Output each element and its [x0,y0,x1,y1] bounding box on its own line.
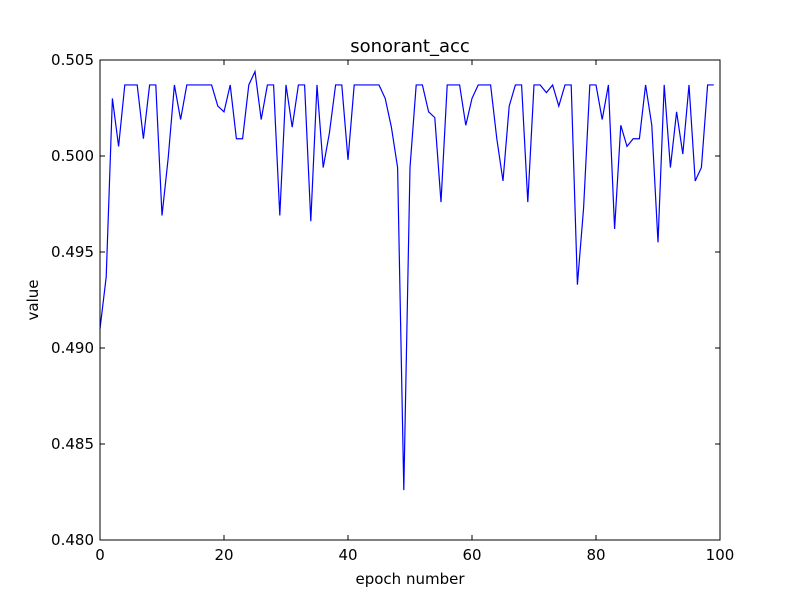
x-tick-label: 100 [706,546,735,564]
x-tick-label: 40 [338,546,357,564]
x-tick-label: 80 [586,546,605,564]
chart-title: sonorant_acc [350,36,470,57]
y-tick-label: 0.505 [51,51,94,69]
y-tick-label: 0.500 [51,147,94,165]
y-tick-label: 0.495 [51,243,94,261]
plot-frame [99,59,721,541]
series-line [99,69,714,491]
axis-ticks: 0 20 40 60 80 100 0.480 0.485 0.490 0.495 0.500 0.5… [51,51,734,564]
y-tick-label: 0.490 [51,339,94,357]
plot-area [99,69,714,491]
y-axis-label: value [24,280,42,321]
x-tick-label: 0 [95,546,105,564]
y-tick-label: 0.480 [51,531,94,549]
x-tick-label: 60 [462,546,481,564]
x-tick-label: 20 [214,546,233,564]
x-axis-label: epoch number [356,570,466,588]
y-tick-label: 0.485 [51,435,94,453]
